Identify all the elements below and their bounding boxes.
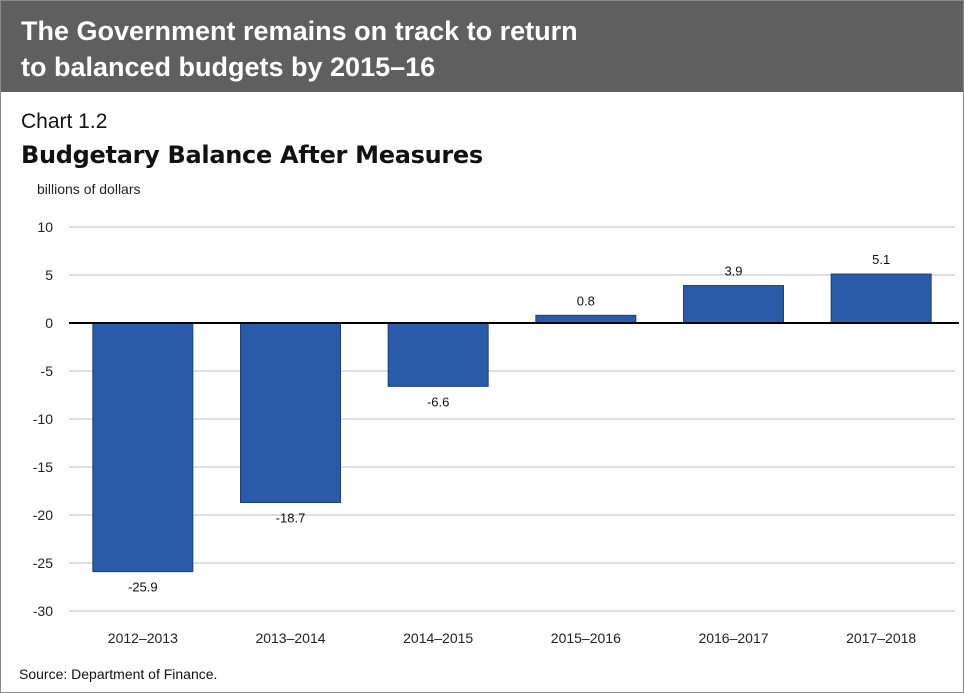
x-tick-label: 2014–2015 bbox=[403, 630, 473, 646]
data-label: -6.6 bbox=[427, 394, 449, 409]
bar bbox=[830, 273, 932, 324]
bar bbox=[240, 322, 341, 504]
bar bbox=[535, 314, 637, 324]
x-tick-label: 2015–2016 bbox=[551, 630, 621, 646]
data-label: 5.1 bbox=[872, 252, 890, 267]
data-label: 3.9 bbox=[724, 264, 742, 279]
y-tick-label: -10 bbox=[33, 411, 53, 427]
banner-title-line-1: The Government remains on track to retur… bbox=[21, 16, 578, 46]
y-tick-label: -30 bbox=[33, 603, 53, 619]
x-tick-label: 2013–2014 bbox=[255, 630, 325, 646]
y-tick-label: -20 bbox=[33, 507, 53, 523]
x-tick-label: 2016–2017 bbox=[698, 630, 768, 646]
bar bbox=[683, 285, 784, 324]
y-tick-label: 10 bbox=[37, 219, 53, 235]
bar bbox=[387, 322, 489, 387]
bar bbox=[92, 322, 194, 573]
source-note: Source: Department of Finance. bbox=[19, 666, 218, 682]
data-label: 0.8 bbox=[577, 293, 595, 308]
chart-title: Budgetary Balance After Measures bbox=[21, 141, 483, 169]
y-tick-label: -25 bbox=[33, 555, 53, 571]
header-banner: The Government remains on track to retur… bbox=[1, 1, 963, 94]
y-tick-label: 5 bbox=[45, 267, 53, 283]
x-tick-label: 2012–2013 bbox=[108, 630, 178, 646]
data-label: -25.9 bbox=[128, 580, 158, 595]
y-tick-label: 0 bbox=[45, 315, 53, 331]
y-tick-label: -5 bbox=[41, 363, 54, 379]
data-label: -18.7 bbox=[276, 511, 306, 526]
y-axis-label: billions of dollars bbox=[37, 181, 141, 197]
banner-title-line-2: to balanced budgets by 2015–16 bbox=[21, 52, 436, 82]
y-tick-label: -15 bbox=[33, 459, 53, 475]
chart-number: Chart 1.2 bbox=[21, 110, 108, 133]
x-tick-label: 2017–2018 bbox=[846, 630, 916, 646]
